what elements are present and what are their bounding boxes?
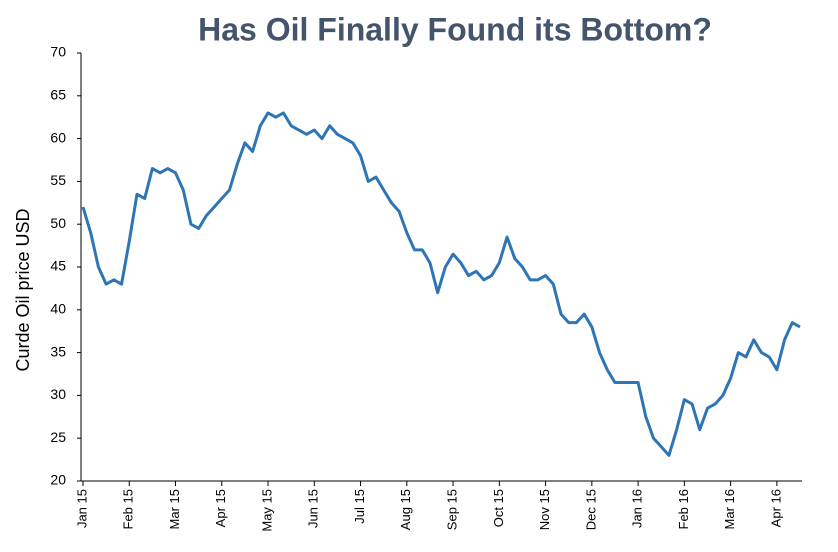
y-tick-label: 50 (50, 215, 66, 231)
x-tick-label: Jan 16 (630, 489, 645, 528)
x-tick-label: Sep 15 (445, 489, 460, 530)
x-tick-label: Feb 15 (121, 489, 136, 529)
y-axis-label: Curde Oil price USD (13, 208, 33, 371)
x-tick-label: Aug 15 (398, 489, 413, 530)
y-tick-label: 70 (50, 44, 66, 60)
x-tick-label: Jul 15 (352, 489, 367, 524)
x-tick-label: Mar 15 (167, 489, 182, 529)
x-tick-label: Mar 16 (722, 489, 737, 529)
x-tick-label: Jan 15 (74, 489, 89, 528)
x-tick-label: Jun 15 (306, 489, 321, 528)
y-tick-label: 55 (50, 172, 66, 188)
x-tick-label: Dec 15 (583, 489, 598, 530)
y-tick-label: 30 (50, 386, 66, 402)
x-tick-label: Oct 15 (491, 489, 506, 527)
y-tick-label: 35 (50, 343, 66, 359)
x-tick-label: Apr 16 (768, 489, 783, 527)
x-tick-label: Apr 15 (213, 489, 228, 527)
chart-title: Has Oil Finally Found its Bottom? (198, 11, 712, 47)
y-tick-label: 65 (50, 87, 66, 103)
y-tick-label: 60 (50, 129, 66, 145)
y-tick-label: 25 (50, 429, 66, 445)
x-tick-label: May 15 (259, 489, 274, 532)
x-tick-label: Nov 15 (537, 489, 552, 530)
x-tick-label: Feb 16 (676, 489, 691, 529)
line-series (81, 111, 801, 457)
y-tick-label: 45 (50, 258, 66, 274)
y-tick-label: 40 (50, 301, 66, 317)
y-tick-label: 20 (50, 472, 66, 488)
